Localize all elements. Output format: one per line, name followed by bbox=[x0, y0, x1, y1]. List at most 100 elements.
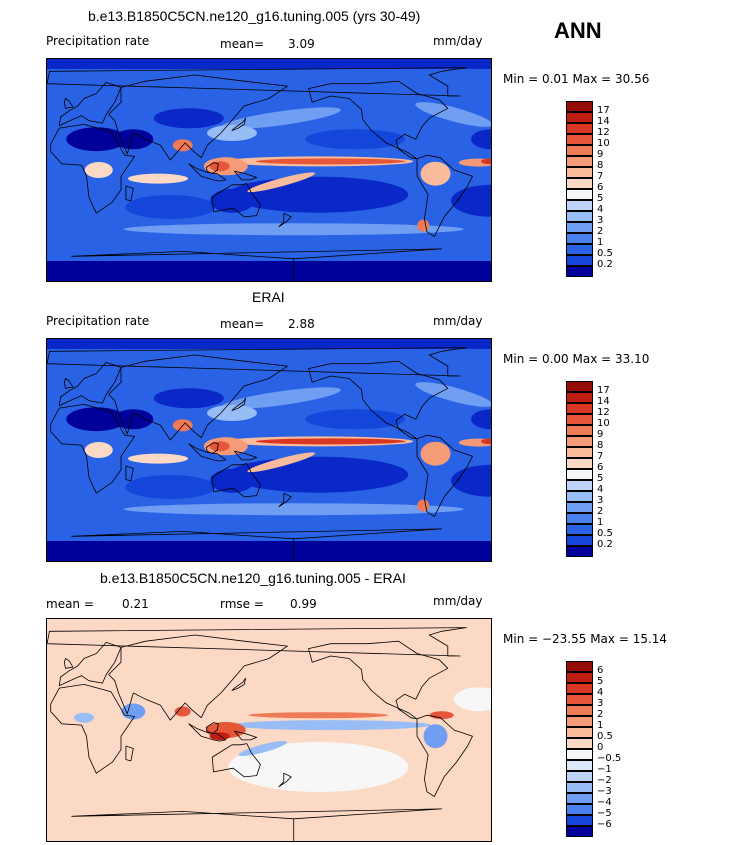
coastline-indonesia bbox=[188, 443, 227, 462]
colorbar-tick-label: 6 bbox=[597, 665, 604, 676]
colorbar-box bbox=[566, 145, 593, 156]
arctic-band bbox=[47, 339, 491, 349]
coastline-indonesia bbox=[188, 723, 227, 742]
colorbar-tick-label: 17 bbox=[597, 105, 610, 116]
dry-zone bbox=[228, 176, 409, 213]
colorbar-box bbox=[566, 101, 593, 112]
congo bbox=[84, 162, 113, 178]
colorbar-box bbox=[566, 233, 593, 244]
indian-itcz bbox=[128, 173, 188, 184]
colorbar-tick-label: 12 bbox=[597, 127, 610, 138]
colorbar-tick-label: 3 bbox=[597, 698, 604, 709]
coastline-borneo bbox=[205, 722, 219, 735]
caribbean-diff bbox=[429, 711, 454, 720]
colorbar-tick-label: 0 bbox=[597, 742, 604, 753]
colorbar-tick-label: 0.5 bbox=[597, 731, 613, 742]
coastline-uk bbox=[63, 98, 74, 109]
coastline-africa bbox=[50, 404, 135, 494]
colorbar-box bbox=[566, 749, 593, 760]
coastline-asia bbox=[108, 74, 288, 161]
colorbar-tick-label: 1 bbox=[597, 720, 604, 731]
colorbar-box bbox=[566, 535, 593, 546]
colorbar-tick-label: 14 bbox=[597, 116, 610, 127]
colorbar-tick-label: 10 bbox=[597, 138, 610, 149]
dry-zone bbox=[125, 195, 216, 219]
storm-track bbox=[207, 125, 257, 141]
colorbar-tick-label: 9 bbox=[597, 149, 604, 160]
warm-pool-core bbox=[209, 732, 230, 741]
coastline-africa bbox=[50, 684, 135, 774]
colorbar-box bbox=[566, 826, 593, 837]
colorbar-box bbox=[566, 414, 593, 425]
colorbar-tick-label: 7 bbox=[597, 451, 604, 462]
dry-zone bbox=[471, 409, 491, 430]
coastline-antarctica bbox=[71, 528, 443, 561]
colorbar-box bbox=[566, 771, 593, 782]
colorbar-box bbox=[566, 123, 593, 134]
colorbar-box bbox=[566, 200, 593, 211]
rmse-label: rmse = bbox=[220, 597, 264, 611]
colorbar-box bbox=[566, 167, 593, 178]
map-background bbox=[47, 619, 491, 841]
colorbar-box bbox=[566, 491, 593, 502]
coastline-australia bbox=[211, 743, 261, 778]
coastline-japan bbox=[231, 397, 246, 411]
mean-value: 0.21 bbox=[122, 597, 149, 611]
storm-track bbox=[221, 387, 341, 410]
colorbar-box bbox=[566, 211, 593, 222]
colorbar-box bbox=[566, 782, 593, 793]
colorbar-tick-label: 17 bbox=[597, 385, 610, 396]
neutral-zone bbox=[453, 687, 491, 712]
dry-zone bbox=[451, 464, 491, 497]
storm-track bbox=[207, 405, 257, 421]
colorbar-box bbox=[566, 112, 593, 123]
colorbar-box bbox=[566, 738, 593, 749]
colorbar-tick-label: 3 bbox=[597, 495, 604, 506]
colorbar-tick-label: 5 bbox=[597, 676, 604, 687]
coastline-newguinea bbox=[234, 450, 258, 461]
amazon bbox=[420, 161, 451, 186]
chile-coast bbox=[417, 499, 430, 512]
colorbar-tick-label: −5 bbox=[597, 808, 612, 819]
rmse-value: 0.99 bbox=[290, 597, 317, 611]
coastline-namerica bbox=[308, 640, 449, 720]
spcz bbox=[247, 452, 316, 473]
australia-dry bbox=[210, 468, 254, 493]
coastline-madagascar bbox=[125, 745, 134, 762]
coastline-asia bbox=[108, 354, 288, 441]
colorbar-box bbox=[566, 381, 593, 392]
colorbar-box bbox=[566, 683, 593, 694]
colorbar-tick-label: 4 bbox=[597, 484, 604, 495]
coastline-greenland bbox=[47, 627, 467, 657]
mean-label: mean= bbox=[220, 37, 265, 51]
dry-zone bbox=[305, 409, 406, 430]
australia-dry bbox=[210, 188, 254, 213]
colorbar-tick-label: 2 bbox=[597, 226, 604, 237]
congo bbox=[84, 442, 113, 458]
colorbar-tick-label: 8 bbox=[597, 440, 604, 451]
colorbar-tick-label: 14 bbox=[597, 396, 610, 407]
colorbar-box bbox=[566, 815, 593, 826]
colorbar-box bbox=[566, 546, 593, 557]
warm-pool-core bbox=[209, 161, 230, 172]
units-label: mm/day bbox=[433, 594, 483, 608]
itcz-core bbox=[255, 158, 406, 165]
range-text: Min = −23.55 Max = 15.14 bbox=[503, 632, 668, 646]
coastline-samerica bbox=[416, 714, 473, 797]
colorbar-box bbox=[566, 244, 593, 255]
colorbar-box bbox=[566, 255, 593, 266]
range-text: Min = 0.01 Max = 30.56 bbox=[503, 72, 650, 86]
colorbar-tick-label: −0.5 bbox=[597, 753, 622, 764]
coastline-madagascar bbox=[125, 465, 134, 482]
colorbar-tick-label: 3 bbox=[597, 215, 604, 226]
storm-track bbox=[221, 107, 341, 130]
colorbar-tick-label: 0.5 bbox=[597, 528, 613, 539]
colorbar-tick-label: 0.2 bbox=[597, 539, 613, 550]
coastline-greenland bbox=[47, 347, 467, 377]
colorbar-box bbox=[566, 672, 593, 683]
colorbar-box bbox=[566, 513, 593, 524]
coastline-samerica bbox=[416, 434, 473, 517]
colorbar-tick-label: 0.2 bbox=[597, 259, 613, 270]
colorbar-tick-label: −6 bbox=[597, 819, 612, 830]
units-label: mm/day bbox=[433, 314, 483, 328]
